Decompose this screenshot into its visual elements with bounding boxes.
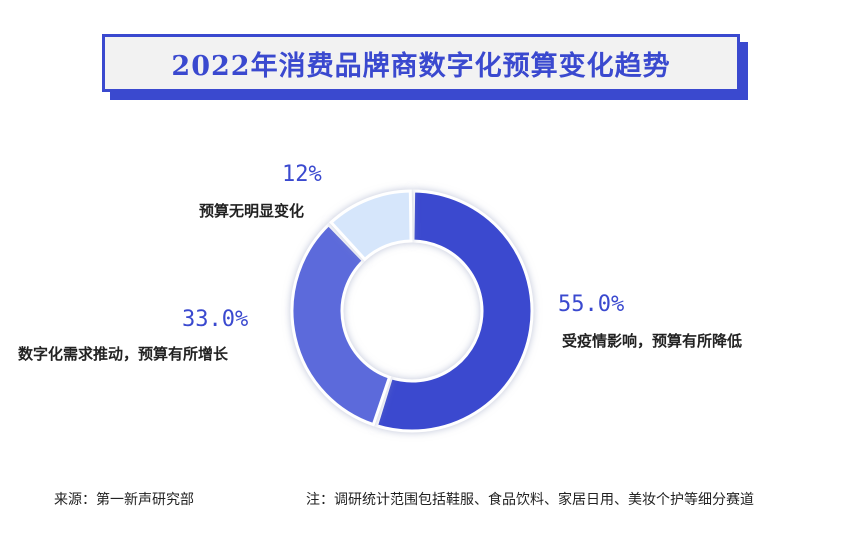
title-box: 2022年消费品牌商数字化预算变化趋势 (102, 34, 740, 92)
slice-category-label-decrease: 受疫情影响，预算有所降低 (562, 332, 743, 350)
slice-category-label-increase: 数字化需求推动，预算有所增长 (18, 345, 229, 363)
slice-decrease (374, 189, 534, 433)
slice-unchanged (328, 189, 413, 262)
slice-category-label-unchanged: 预算无明显变化 (199, 202, 305, 220)
slice-value-label-increase: 33.0% (182, 307, 249, 332)
slice-value-label-unchanged: 12% (282, 162, 322, 187)
footnote: 注：调研统计范围包括鞋服、食品饮料、家居日用、美妆个护等细分赛道 (306, 492, 754, 508)
source-note: 来源：第一新声研究部 (54, 492, 194, 508)
slice-increase (290, 222, 392, 427)
slice-value-label-decrease: 55.0% (558, 292, 625, 317)
chart-title: 2022年消费品牌商数字化预算变化趋势 (171, 50, 671, 82)
